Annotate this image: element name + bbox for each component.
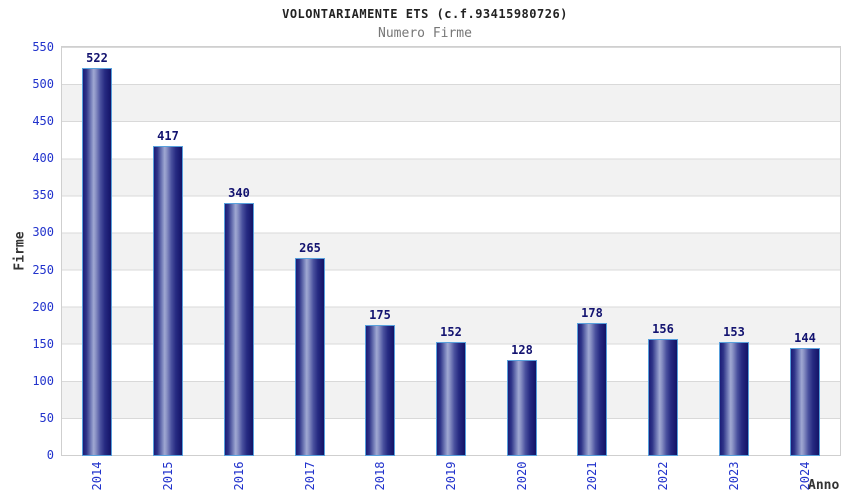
bar bbox=[507, 360, 537, 456]
chart-title: VOLONTARIAMENTE ETS (c.f.93415980726) bbox=[282, 7, 568, 21]
y-tick-label: 300 bbox=[32, 225, 54, 240]
bar-value-label: 144 bbox=[794, 331, 816, 345]
bar bbox=[153, 146, 183, 456]
y-tick-label: 100 bbox=[32, 373, 54, 388]
x-tick-label: 2017 bbox=[303, 461, 317, 491]
x-tick-label: 2020 bbox=[515, 461, 529, 491]
x-tick-label: 2015 bbox=[161, 461, 175, 491]
bar-value-label: 522 bbox=[86, 51, 108, 65]
y-tick-label: 350 bbox=[32, 188, 54, 203]
y-tick-label: 250 bbox=[32, 262, 54, 277]
x-tick-label: 2021 bbox=[585, 461, 599, 491]
bar bbox=[82, 68, 112, 456]
bar bbox=[224, 203, 254, 456]
bar-value-label: 265 bbox=[299, 241, 321, 255]
x-tick-label: 2016 bbox=[232, 461, 246, 491]
bar bbox=[648, 339, 678, 456]
y-tick-label: 550 bbox=[32, 40, 54, 54]
y-axis-label: Firme bbox=[12, 231, 28, 271]
bar bbox=[436, 342, 466, 456]
bar-value-label: 156 bbox=[652, 322, 674, 336]
x-tick-label: 2022 bbox=[656, 461, 670, 491]
y-tick-label: 150 bbox=[32, 336, 54, 351]
x-axis-label: Anno bbox=[808, 478, 840, 493]
bar-value-label: 152 bbox=[440, 325, 462, 339]
bar bbox=[790, 348, 820, 456]
x-tick-label: 2014 bbox=[90, 461, 104, 491]
bar-value-label: 178 bbox=[581, 306, 603, 320]
y-tick-label: 200 bbox=[32, 299, 54, 314]
bar bbox=[719, 342, 749, 456]
chart-subtitle: Numero Firme bbox=[378, 26, 472, 41]
y-tick-label: 450 bbox=[32, 114, 54, 129]
y-tick-label: 50 bbox=[39, 410, 54, 425]
bar bbox=[577, 323, 607, 456]
y-tick-label: 0 bbox=[46, 448, 54, 462]
bar-value-label: 128 bbox=[511, 343, 533, 357]
bar-value-label: 340 bbox=[228, 186, 250, 200]
bar-value-label: 175 bbox=[369, 308, 391, 322]
x-tick-label: 2018 bbox=[373, 461, 387, 491]
x-tick-label: 2019 bbox=[444, 461, 458, 491]
bar bbox=[365, 325, 395, 456]
bar-value-label: 417 bbox=[157, 129, 179, 143]
y-tick-label: 400 bbox=[32, 151, 54, 166]
bar bbox=[295, 258, 325, 456]
bar-value-label: 153 bbox=[723, 325, 745, 339]
y-tick-label: 500 bbox=[32, 77, 54, 92]
x-tick-label: 2023 bbox=[727, 461, 741, 491]
